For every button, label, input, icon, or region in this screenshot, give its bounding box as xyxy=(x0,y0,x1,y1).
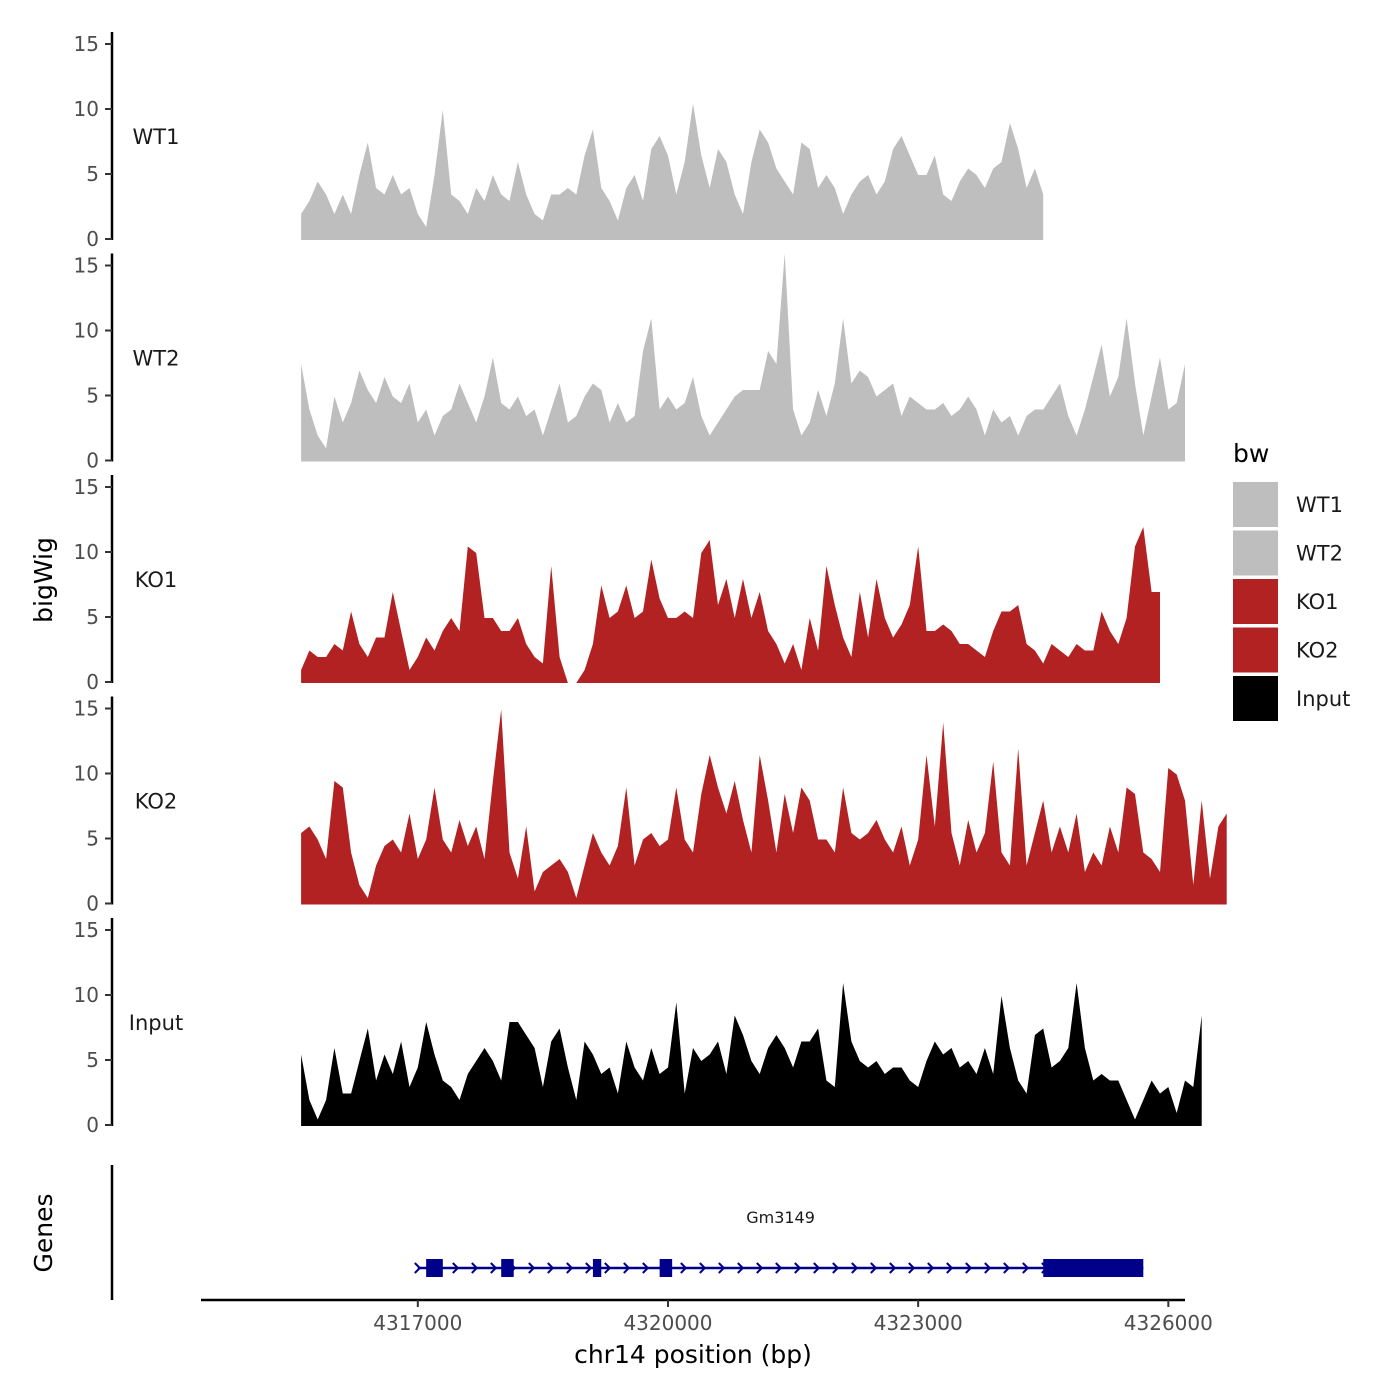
y-tick-label: 5 xyxy=(86,605,99,629)
y-tick-label: 10 xyxy=(74,97,99,121)
y-tick-label: 10 xyxy=(74,319,99,343)
x-tick-label: 4326000 xyxy=(1124,1311,1213,1335)
x-tick-label: 4320000 xyxy=(623,1311,712,1335)
coverage-area-wt2 xyxy=(301,253,1186,462)
y-tick-label: 15 xyxy=(74,32,99,56)
strand-arrow xyxy=(1022,1262,1030,1274)
strand-arrow xyxy=(984,1262,992,1274)
y-tick-label: 5 xyxy=(86,384,99,408)
legend-label-wt1: WT1 xyxy=(1296,493,1343,517)
track-label-wt2: WT2 xyxy=(133,347,180,371)
x-axis-title: chr14 position (bp) xyxy=(574,1340,812,1369)
legend-label-input: Input xyxy=(1296,687,1350,711)
coverage-tracks: 0 5 10 15 WT1 0 5 10 15 WT2 0 5 10 15 KO1 0 5 10 15 KO2 0 5 10… xyxy=(74,32,1227,1137)
legend-title: bw xyxy=(1233,439,1269,468)
legend-label-ko2: KO2 xyxy=(1296,639,1339,663)
strand-arrow xyxy=(965,1262,973,1274)
legend-label-ko1: KO1 xyxy=(1296,590,1339,614)
strand-arrow xyxy=(832,1262,840,1274)
strand-arrow xyxy=(889,1262,897,1274)
track-panel-ko2: 0 5 10 15 KO2 xyxy=(74,696,1227,916)
strand-arrow xyxy=(794,1262,802,1274)
strand-arrow xyxy=(604,1262,612,1274)
strand-arrow xyxy=(585,1262,593,1274)
track-panel-wt2: 0 5 10 15 WT2 xyxy=(74,253,1186,473)
track-label-ko1: KO1 xyxy=(135,568,178,592)
gene-exon xyxy=(501,1259,514,1277)
x-tick-label: 4317000 xyxy=(373,1311,462,1335)
y-tick-label: 0 xyxy=(86,449,99,473)
track-label-input: Input xyxy=(129,1011,183,1035)
track-panel-wt1: 0 5 10 15 WT1 xyxy=(74,32,1044,251)
gene-exon xyxy=(426,1259,443,1277)
strand-arrow xyxy=(528,1262,536,1274)
strand-arrow xyxy=(680,1262,688,1274)
legend-swatch-wt1 xyxy=(1233,482,1278,527)
strand-arrow xyxy=(490,1262,498,1274)
legend: bw WT1 WT2 KO1 KO2 Input xyxy=(1233,439,1350,721)
y-tick-label: 10 xyxy=(74,540,99,564)
gene-name-label: Gm3149 xyxy=(746,1208,815,1227)
y-axis-title: bigWig xyxy=(29,537,58,623)
coverage-area-wt1 xyxy=(301,103,1044,240)
legend-swatch-ko1 xyxy=(1233,579,1278,624)
legend-items: WT1 WT2 KO1 KO2 Input xyxy=(1233,482,1350,721)
gene-track: Gm3149 xyxy=(414,1208,1144,1277)
y-tick-label: 0 xyxy=(86,227,99,251)
strand-arrow xyxy=(870,1262,878,1274)
y-tick-label: 15 xyxy=(74,475,99,499)
coverage-area-input xyxy=(301,983,1202,1126)
strand-arrow xyxy=(642,1262,650,1274)
strand-arrow xyxy=(946,1262,954,1274)
y-tick-label: 15 xyxy=(74,254,99,278)
y-tick-label: 10 xyxy=(74,983,99,1007)
gene-exon xyxy=(659,1259,673,1277)
legend-label-wt2: WT2 xyxy=(1296,542,1343,566)
strand-arrow xyxy=(775,1262,783,1274)
x-ticks: 4317000 4320000 4323000 4326000 xyxy=(373,1300,1213,1335)
y-tick-label: 0 xyxy=(86,670,99,694)
strand-arrow xyxy=(718,1262,726,1274)
strand-arrow xyxy=(452,1262,460,1274)
strand-arrow xyxy=(623,1262,631,1274)
gene-model: Gm3149 xyxy=(414,1208,1144,1277)
gene-panel: Gm3149 xyxy=(110,1165,1144,1300)
track-label-ko2: KO2 xyxy=(135,790,178,814)
coverage-area-ko1 xyxy=(301,527,1161,683)
gene-exon xyxy=(1043,1259,1144,1277)
strand-arrow xyxy=(756,1262,764,1274)
strand-arrow xyxy=(547,1262,555,1274)
strand-arrow xyxy=(1003,1262,1011,1274)
x-axis: 4317000 4320000 4323000 4326000 chr14 posit… xyxy=(201,1298,1213,1369)
strand-arrow xyxy=(566,1262,574,1274)
strand-arrow xyxy=(737,1262,745,1274)
genes-axis-title: Genes xyxy=(29,1193,58,1272)
track-panel-ko1: 0 5 10 15 KO1 xyxy=(74,475,1161,694)
legend-swatch-wt2 xyxy=(1233,530,1278,576)
y-tick-label: 5 xyxy=(86,162,99,186)
strand-arrow xyxy=(414,1262,422,1274)
gene-exon xyxy=(592,1259,602,1277)
strand-arrow xyxy=(851,1262,859,1274)
x-tick-label: 4323000 xyxy=(874,1311,963,1335)
strand-arrow xyxy=(471,1262,479,1274)
track-panel-input: 0 5 10 15 Input xyxy=(74,918,1202,1137)
strand-arrow xyxy=(908,1262,916,1274)
y-tick-label: 5 xyxy=(86,827,99,851)
track-label-wt1: WT1 xyxy=(133,125,180,149)
coverage-area-ko2 xyxy=(301,709,1227,905)
strand-arrow xyxy=(927,1262,935,1274)
y-tick-label: 15 xyxy=(74,697,99,721)
y-tick-label: 15 xyxy=(74,918,99,942)
y-tick-label: 0 xyxy=(86,1113,99,1137)
strand-arrow xyxy=(699,1262,707,1274)
y-tick-label: 5 xyxy=(86,1048,99,1072)
y-tick-label: 0 xyxy=(86,892,99,916)
y-tick-label: 10 xyxy=(74,762,99,786)
legend-swatch-ko2 xyxy=(1233,627,1278,673)
strand-arrow xyxy=(813,1262,821,1274)
legend-swatch-input xyxy=(1233,676,1278,721)
